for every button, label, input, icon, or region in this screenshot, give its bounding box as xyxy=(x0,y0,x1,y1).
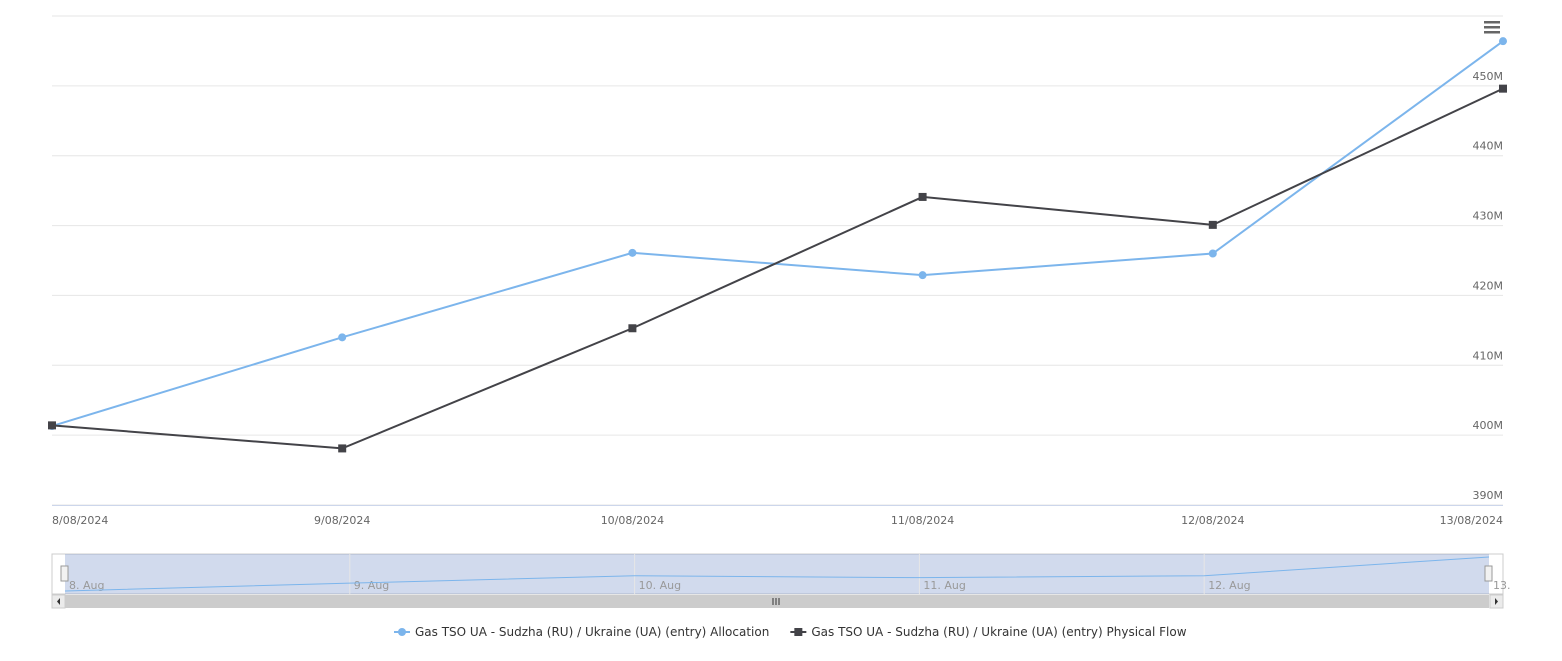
y-tick-label: 440M xyxy=(1473,140,1504,153)
legend-marker xyxy=(398,628,406,636)
point-marker xyxy=(1499,84,1507,93)
navigator-series xyxy=(64,556,1490,592)
scrollbar-thumb[interactable] xyxy=(65,595,1489,608)
x-tick-label: 12/08/2024 xyxy=(1181,514,1244,527)
menu-button[interactable] xyxy=(1482,18,1502,36)
legend-item[interactable]: Gas TSO UA - Sudzha (RU) / Ukraine (UA) … xyxy=(790,625,1187,639)
series xyxy=(48,37,1507,431)
point-marker xyxy=(628,248,637,257)
x-tick-label: 8/08/2024 xyxy=(52,514,108,527)
point-marker xyxy=(918,271,927,280)
navigator-label: 12. Aug xyxy=(1208,579,1250,592)
point-marker xyxy=(338,333,347,342)
navigator-handle[interactable] xyxy=(1484,565,1493,582)
navigator-label: 8. Aug xyxy=(69,579,104,592)
series-line xyxy=(51,40,1504,428)
navigator-mask[interactable] xyxy=(65,554,1489,594)
series-line xyxy=(51,87,1504,450)
scroll-right-arrow xyxy=(1495,598,1498,605)
series xyxy=(48,84,1507,453)
legend-label: Gas TSO UA - Sudzha (RU) / Ukraine (UA) … xyxy=(811,625,1186,639)
scroll-left-arrow xyxy=(57,598,60,605)
legend-marker xyxy=(794,628,803,636)
scrollbar-grip xyxy=(772,598,780,605)
legend-label: Gas TSO UA - Sudzha (RU) / Ukraine (UA) … xyxy=(415,625,769,639)
x-tick-label: 13/08/2024 xyxy=(1440,514,1503,527)
y-tick-label: 450M xyxy=(1473,70,1504,83)
x-tick-label: 10/08/2024 xyxy=(601,514,664,527)
point-marker xyxy=(1499,37,1507,46)
legend-item[interactable]: Gas TSO UA - Sudzha (RU) / Ukraine (UA) … xyxy=(394,625,769,639)
navigator-label: 13. xyxy=(1493,579,1511,592)
navigator-handle[interactable] xyxy=(60,565,69,582)
point-marker xyxy=(628,324,637,333)
x-tick-label: 11/08/2024 xyxy=(891,514,954,527)
navigator-label: 9. Aug xyxy=(354,579,389,592)
y-tick-label: 410M xyxy=(1473,349,1504,362)
navigator-label: 10. Aug xyxy=(639,579,681,592)
y-tick-label: 390M xyxy=(1473,489,1504,502)
y-tick-label: 400M xyxy=(1473,419,1504,432)
navigator-label: 11. Aug xyxy=(923,579,965,592)
point-marker xyxy=(338,444,347,453)
x-tick-label: 9/08/2024 xyxy=(314,514,370,527)
y-tick-label: 420M xyxy=(1473,279,1504,292)
point-marker xyxy=(918,192,927,201)
point-marker xyxy=(1208,249,1217,258)
point-marker xyxy=(1208,220,1217,229)
y-tick-label: 430M xyxy=(1473,210,1504,223)
point-marker xyxy=(48,421,56,430)
navigator-frame xyxy=(51,553,1504,595)
